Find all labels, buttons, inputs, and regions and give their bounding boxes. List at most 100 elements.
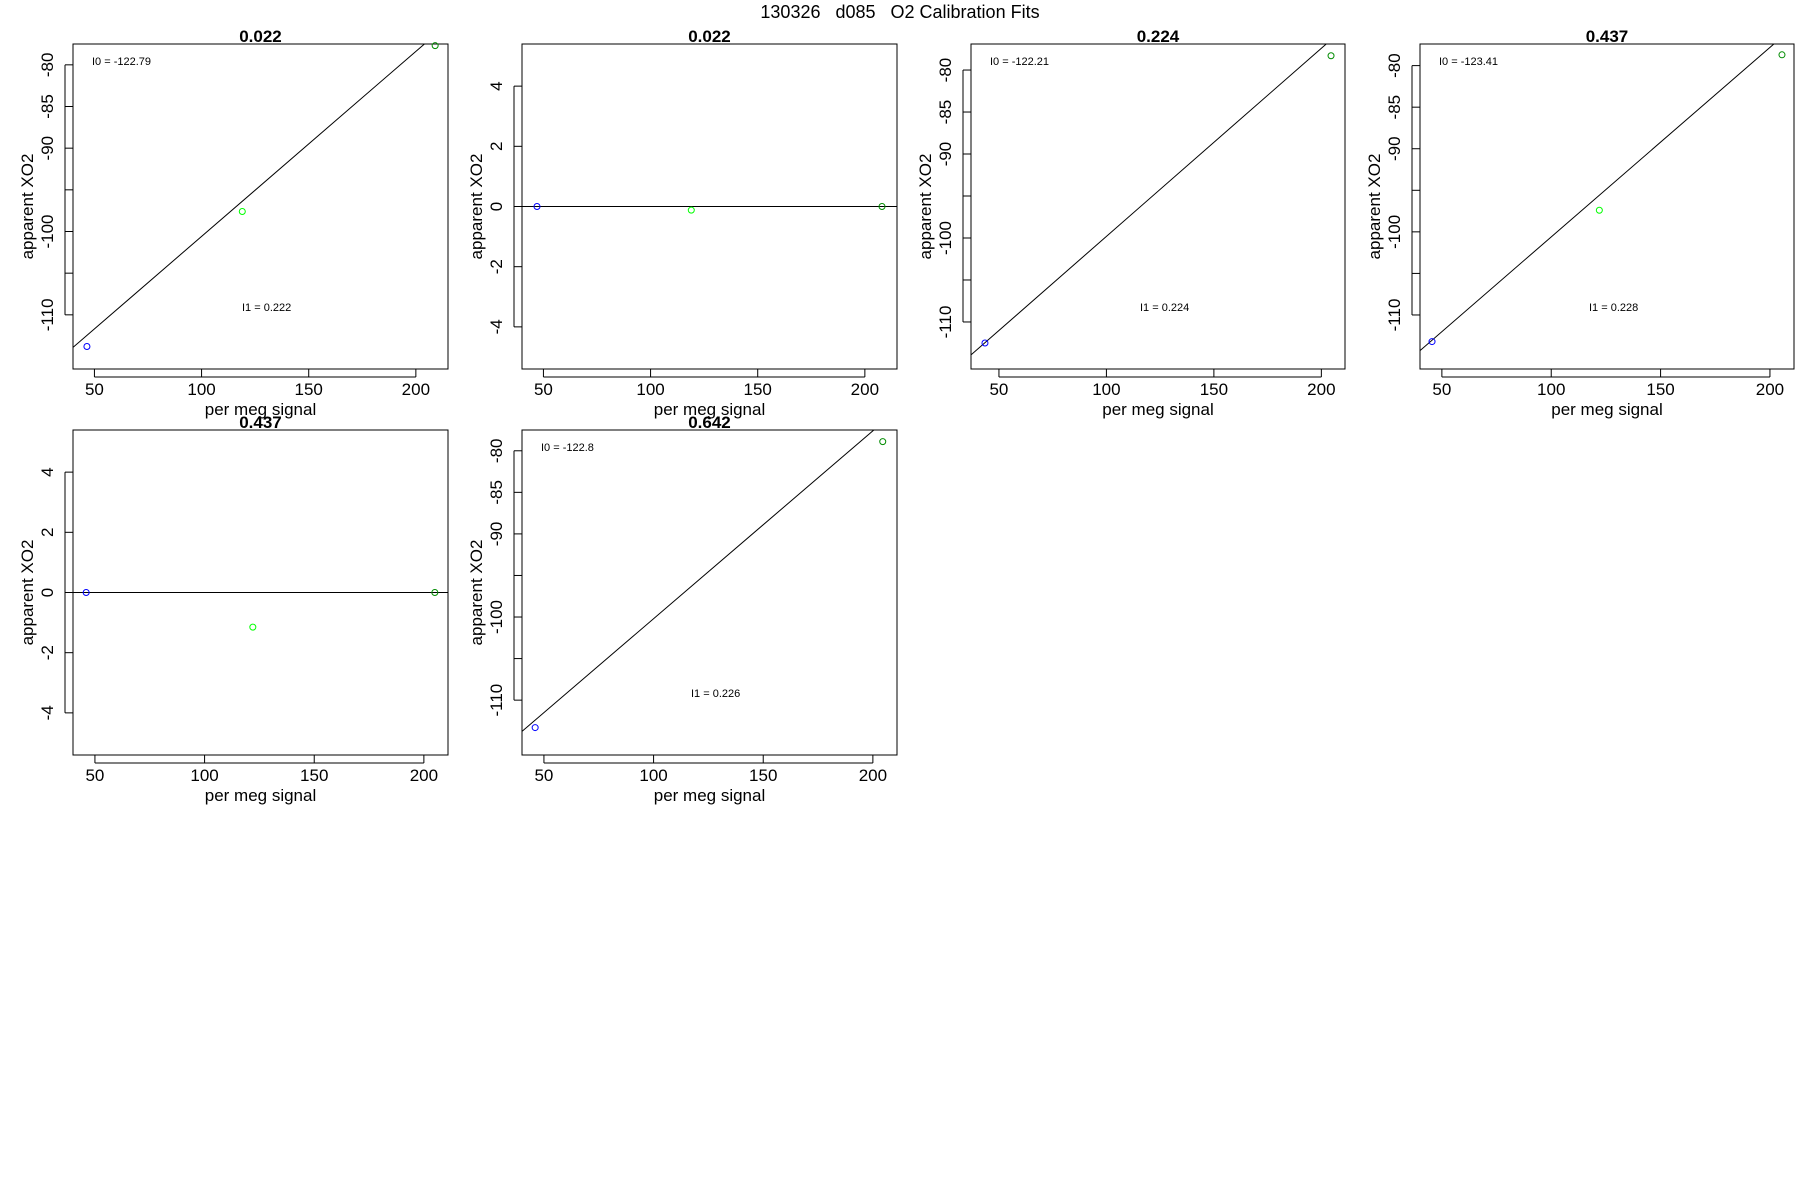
- y-tick-label: -80: [38, 53, 57, 78]
- x-tick-label: 200: [851, 380, 879, 399]
- y-tick-label: -2: [38, 645, 57, 660]
- y-tick-label: -100: [1385, 215, 1404, 249]
- plot-frame: [1419, 43, 1795, 370]
- y-tick-label: -100: [936, 221, 955, 255]
- data-point: [1595, 206, 1603, 214]
- data-point: [249, 623, 257, 631]
- chart-title: 0.224: [1137, 27, 1180, 46]
- data-point: [981, 339, 989, 347]
- chart-panel-6: 0.642 50 100 150 200 -80 -85 -90 -100 -110 per meg…: [467, 413, 898, 805]
- y-tick-label: -85: [38, 94, 57, 119]
- y-tick-label: -110: [38, 298, 57, 331]
- y-axis-label: apparent XO2: [18, 540, 37, 646]
- x-axis-label: per meg signal: [1551, 400, 1663, 419]
- fit-line: [971, 44, 1328, 356]
- data-point: [531, 724, 539, 732]
- y-tick-label: -85: [1385, 95, 1404, 120]
- page-title: 130326 d085 O2 Calibration Fits: [760, 2, 1039, 22]
- y-tick-label: -90: [936, 142, 955, 167]
- chart-panel-5: 0.437 50 100 150 200 4 2 0 -2 -4 per meg signal app…: [18, 413, 449, 805]
- y-tick-label: 0: [38, 588, 57, 597]
- y-tick-label: -80: [936, 58, 955, 83]
- fit-coefficient-label: I0 = -123.41: [1439, 56, 1498, 68]
- x-tick-label: 50: [85, 380, 104, 399]
- x-tick-label: 200: [859, 766, 887, 785]
- y-tick-label: -80: [1385, 53, 1404, 78]
- y-tick-label: -85: [936, 100, 955, 125]
- fit-line: [522, 430, 875, 732]
- y-tick-label: 2: [487, 142, 506, 151]
- chart-title: 0.022: [688, 27, 731, 46]
- fit-coefficient-label: I1 = 0.228: [1589, 302, 1638, 314]
- data-point: [879, 438, 887, 446]
- chart-panel-3: 0.224 50 100 150 200 -80 -85 -90 -100 -110 per meg…: [916, 27, 1346, 419]
- x-tick-label: 100: [1092, 380, 1120, 399]
- y-tick-label: -2: [487, 259, 506, 274]
- y-axis-label: apparent XO2: [18, 154, 37, 260]
- y-tick-label: -110: [1385, 299, 1404, 332]
- y-tick-label: -90: [1385, 136, 1404, 161]
- y-tick-label: -90: [38, 136, 57, 161]
- x-tick-label: 100: [190, 766, 218, 785]
- x-tick-label: 50: [85, 766, 104, 785]
- x-axis-label: per meg signal: [205, 400, 317, 419]
- x-axis-label: per meg signal: [205, 786, 317, 805]
- data-point: [1778, 51, 1786, 59]
- fit-line: [1420, 44, 1775, 352]
- y-tick-label: -4: [487, 319, 506, 334]
- data-point: [431, 42, 439, 50]
- fit-coefficient-label: I1 = 0.224: [1140, 302, 1189, 314]
- data-point: [83, 343, 91, 350]
- x-tick-label: 100: [187, 380, 215, 399]
- fit-coefficient-label: I0 = -122.8: [541, 442, 594, 454]
- plot-frame: [970, 43, 1346, 370]
- plot-frame: [521, 429, 898, 756]
- x-tick-label: 200: [1756, 380, 1784, 399]
- chart-title: 0.437: [239, 413, 282, 432]
- y-tick-label: 4: [487, 81, 506, 90]
- data-point: [878, 203, 886, 210]
- y-tick-label: -110: [936, 306, 955, 339]
- x-tick-label: 100: [636, 380, 664, 399]
- x-tick-label: 100: [1537, 380, 1565, 399]
- x-tick-label: 50: [989, 380, 1008, 399]
- y-tick-label: -90: [487, 522, 506, 547]
- x-tick-label: 150: [1200, 380, 1228, 399]
- x-tick-label: 200: [1307, 380, 1335, 399]
- x-tick-label: 150: [744, 380, 772, 399]
- chart-title: 0.437: [1586, 27, 1629, 46]
- chart-panel-4: 0.437 50 100 150 200 -80 -85 -90 -100 -110 per meg…: [1365, 27, 1795, 419]
- y-tick-label: -85: [487, 480, 506, 505]
- y-axis-label: apparent XO2: [467, 540, 486, 646]
- chart-title: 0.642: [688, 413, 731, 432]
- y-axis-label: apparent XO2: [916, 154, 935, 260]
- x-axis-label: per meg signal: [1102, 400, 1214, 419]
- y-tick-label: 4: [38, 467, 57, 476]
- chart-panel-2: 0.022 50 100 150 200 4 2 0 -2 -4 per meg signal app…: [467, 27, 898, 419]
- x-tick-label: 100: [639, 766, 667, 785]
- y-axis-label: apparent XO2: [1365, 154, 1384, 260]
- fit-coefficient-label: I1 = 0.222: [242, 302, 291, 314]
- fit-coefficient-label: I0 = -122.79: [92, 56, 151, 68]
- plot-frame: [72, 43, 449, 370]
- fit-line: [73, 44, 426, 348]
- y-tick-label: -80: [487, 438, 506, 463]
- y-tick-label: -110: [487, 684, 506, 717]
- x-tick-label: 150: [749, 766, 777, 785]
- y-axis-label: apparent XO2: [467, 154, 486, 260]
- y-tick-label: -100: [487, 600, 506, 634]
- x-tick-label: 150: [1646, 380, 1674, 399]
- x-axis-label: per meg signal: [654, 400, 766, 419]
- x-axis-label: per meg signal: [654, 786, 766, 805]
- x-tick-label: 200: [402, 380, 430, 399]
- data-point: [431, 589, 439, 596]
- y-tick-label: -4: [38, 705, 57, 720]
- data-point: [687, 206, 695, 214]
- data-point: [82, 589, 90, 596]
- x-tick-label: 150: [300, 766, 328, 785]
- y-tick-label: 2: [38, 528, 57, 537]
- chart-title: 0.022: [239, 27, 282, 46]
- data-point: [238, 208, 246, 215]
